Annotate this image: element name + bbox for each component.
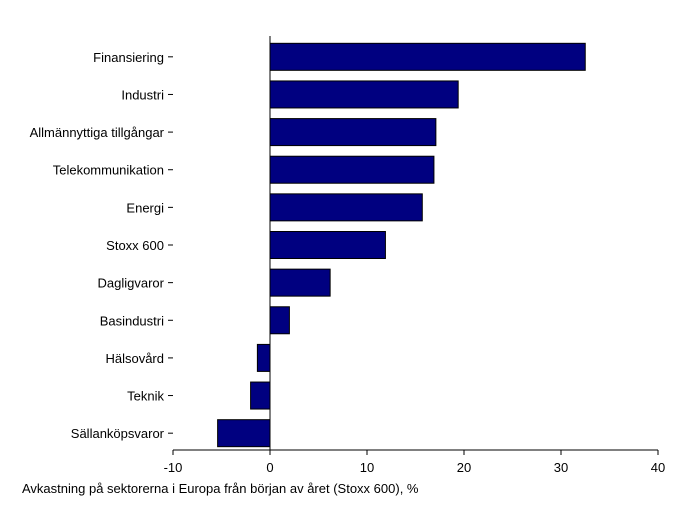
x-tick-label: -10 — [164, 460, 183, 475]
x-tick-label: 0 — [266, 460, 273, 475]
x-tick-label: 40 — [651, 460, 665, 475]
bar-3 — [269, 155, 435, 184]
category-label: Finansiering — [93, 50, 164, 65]
category-label: Dagligvaror — [98, 276, 165, 291]
category-label: Stoxx 600 — [106, 238, 164, 253]
bars-group — [217, 42, 586, 448]
bar-5 — [269, 231, 386, 259]
category-label: Energi — [126, 200, 164, 215]
category-label: Basindustri — [100, 313, 164, 328]
bar-8 — [256, 343, 271, 372]
x-tick-label: 30 — [554, 460, 568, 475]
x-tick-label: 20 — [457, 460, 471, 475]
x-tick-labels: -10 0 10 20 30 40 — [164, 450, 665, 475]
bar-7 — [269, 306, 290, 335]
bar-0 — [269, 42, 586, 71]
x-tick-label: 10 — [360, 460, 374, 475]
bar-1 — [269, 80, 459, 109]
bar-6 — [269, 268, 331, 297]
bar-2 — [269, 118, 437, 147]
category-label: Sällanköpsvaror — [71, 426, 165, 441]
category-labels: Finansiering Industri Allmännyttiga tillgå… — [30, 50, 173, 441]
x-axis-label: Avkastning på sektorerna i Europa från b… — [22, 481, 419, 496]
bar-10 — [217, 419, 271, 448]
category-label: Hälsovård — [105, 351, 164, 366]
category-label: Teknik — [127, 389, 164, 404]
category-label: Allmännyttiga tillgångar — [30, 125, 165, 140]
category-label: Industri — [121, 87, 164, 102]
category-label: Telekommunikation — [53, 163, 164, 178]
bar-4 — [269, 193, 423, 222]
bar-9 — [250, 381, 271, 410]
